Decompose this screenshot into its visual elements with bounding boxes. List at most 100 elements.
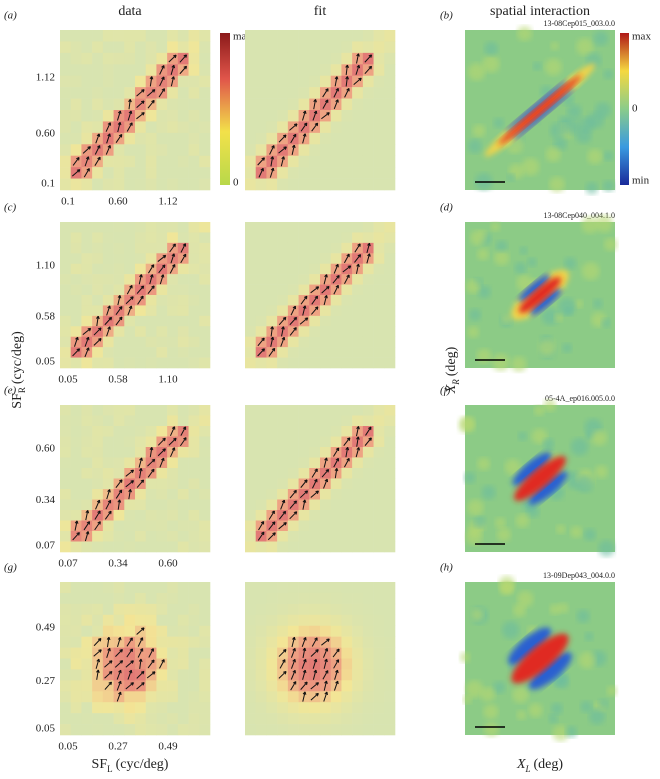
arrow-head: [149, 274, 154, 278]
heat-cell: [81, 724, 93, 736]
heat-cell: [92, 582, 104, 594]
heat-cell: [135, 305, 147, 317]
heat-cell: [266, 30, 278, 42]
heat-cell: [384, 232, 396, 244]
heat-cell: [298, 98, 310, 111]
heat-cell: [177, 531, 189, 542]
heat-cell: [177, 132, 189, 145]
arrow: [125, 682, 134, 690]
arrow: [149, 447, 153, 458]
arrow: [311, 468, 318, 478]
heat-cell: [266, 253, 278, 265]
speckle: [563, 118, 580, 135]
heat-cell: [298, 405, 310, 416]
heat-cell: [341, 121, 353, 134]
heat-cell: [266, 121, 278, 134]
heat-cell: [70, 592, 82, 605]
heat-cell: [92, 592, 104, 605]
heat-cell: [199, 541, 211, 553]
arrow-head: [356, 426, 360, 430]
heat-cell: [384, 167, 396, 179]
heat-cell: [255, 144, 267, 157]
heat-cell: [60, 132, 72, 145]
heat-cell: [92, 357, 104, 369]
heat-cell: [245, 155, 257, 168]
heat-cell: [81, 691, 93, 703]
heat-cell: [298, 232, 310, 244]
arrow-head: [270, 326, 274, 330]
heat-cell: [177, 326, 189, 338]
arrow: [300, 295, 308, 305]
arrow-head: [261, 348, 265, 352]
heat-cell: [245, 447, 257, 458]
heat-cell: [199, 426, 211, 437]
heat-cell: [255, 592, 267, 605]
speckle: [566, 104, 582, 120]
arrow: [290, 681, 297, 691]
y-tick-label: 0.27: [36, 675, 56, 687]
heat-cell: [156, 121, 168, 134]
heat-cell: [373, 167, 385, 179]
heat-cell: [245, 357, 257, 369]
heat-cell: [362, 713, 374, 725]
heat-cell: [199, 222, 211, 233]
arrow: [115, 306, 123, 315]
heat-cell: [245, 167, 257, 179]
arrow: [95, 659, 100, 669]
speckle: [542, 438, 555, 450]
arrow-head: [118, 680, 122, 685]
heat-cell: [177, 636, 189, 648]
heat-cell: [352, 658, 364, 670]
heat-cell: [156, 592, 168, 605]
heat-cell: [156, 415, 168, 427]
arrow-head: [346, 457, 350, 462]
heat-cell: [81, 415, 93, 427]
heat-cell: [384, 52, 396, 65]
heat-cell: [81, 713, 93, 725]
arrow-head: [182, 426, 187, 430]
heat-cell: [341, 232, 353, 244]
heat-cell: [199, 178, 211, 191]
heat-cell: [384, 658, 396, 670]
heat-cell: [70, 52, 82, 65]
heat-cell: [124, 592, 136, 605]
heat-cell: [255, 405, 267, 416]
heat-cell: [341, 155, 353, 168]
heat-cell: [167, 614, 179, 627]
arrow-head: [151, 468, 155, 473]
heat-cell: [309, 64, 321, 77]
heat-cell: [255, 468, 267, 479]
heat-cell: [245, 336, 257, 348]
heat-cell: [352, 592, 364, 605]
heat-cell: [362, 274, 374, 285]
heat-cell: [135, 415, 147, 427]
heat-cell: [199, 263, 211, 275]
arrow: [278, 671, 287, 679]
panel-id: 13-08Cep040_004.1.0: [543, 211, 615, 220]
heat-cell: [81, 274, 93, 285]
heat-cell: [156, 144, 168, 157]
heat-cell: [102, 614, 114, 627]
heat-cell: [245, 415, 257, 427]
arrow-head: [118, 316, 123, 321]
heat-cell: [145, 121, 157, 134]
heat-cell: [167, 520, 179, 532]
x-tick-label: 1.10: [158, 374, 178, 386]
arrow: [280, 337, 285, 347]
heat-cell: [199, 315, 211, 327]
heat-cell: [266, 405, 278, 416]
heat-cell: [92, 242, 104, 254]
heat-cell: [188, 713, 200, 725]
heat-cell: [362, 636, 374, 648]
heat-cell: [373, 253, 385, 265]
speckle: [501, 314, 512, 324]
heat-cell: [145, 499, 157, 511]
heat-cell: [60, 713, 72, 725]
arrow-head: [98, 337, 102, 342]
heat-cell: [124, 167, 136, 179]
heat-cell: [156, 499, 168, 511]
heat-cell: [124, 242, 136, 254]
heat-cell: [320, 702, 332, 714]
heat-cell: [384, 531, 396, 542]
heat-cell: [352, 520, 364, 532]
